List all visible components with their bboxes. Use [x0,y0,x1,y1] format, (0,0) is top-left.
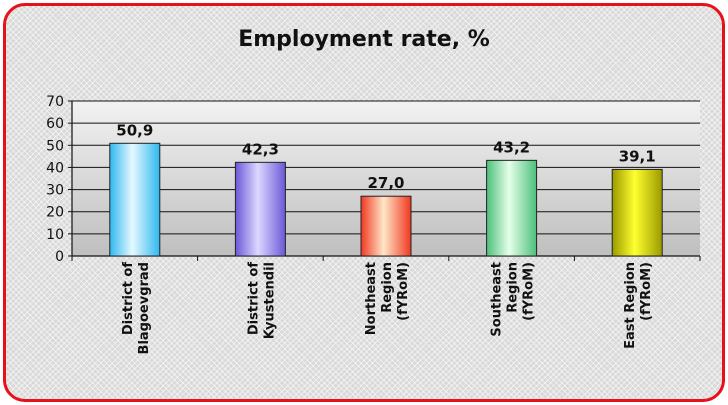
category-label: Southeast Region (fYRoM) [490,262,537,337]
y-tick-label: 50 [46,138,64,154]
data-label: 43,2 [493,138,530,156]
category-label-line: Kyustendil [262,262,277,339]
data-label: 50,9 [116,121,153,139]
y-tick-label: 40 [46,160,64,176]
data-label: 27,0 [367,174,404,192]
category-label-line: East Region [623,262,638,349]
bar [611,168,663,257]
category-label: Northeast Region (fYRoM) [364,262,411,335]
bar [234,161,286,257]
data-label: 42,3 [242,140,279,158]
y-tick-label: 60 [46,116,64,132]
category-label: District of Kyustendil [246,262,277,340]
category-label-line: District of [246,262,261,335]
category-label-line: Region [506,262,521,313]
category-label-line: Region [380,262,395,313]
category-label-line: District of [121,262,136,335]
category-label-line: (fYRoM) [639,262,654,321]
y-tick-label: 20 [46,205,64,221]
y-tick-label: 30 [46,183,64,199]
category-label-line: (fYRoM) [522,262,537,321]
category-label-line: Blagoevgrad [137,262,152,354]
y-tick-label: 70 [46,94,64,110]
data-label: 39,1 [619,147,656,165]
y-tick-label: 0 [55,249,64,265]
category-label-line: (fYRoM) [396,262,411,321]
chart-title: Employment rate, % [238,27,490,52]
category-label-line: Northeast [364,262,379,335]
bar [486,159,538,257]
category-label: District of Blagoevgrad [121,262,152,355]
category-label: East Region (fYRoM) [623,262,654,349]
category-label-line: Southeast [490,262,505,337]
y-tick-label: 10 [46,227,64,243]
bar [360,195,412,257]
bar [109,142,161,257]
